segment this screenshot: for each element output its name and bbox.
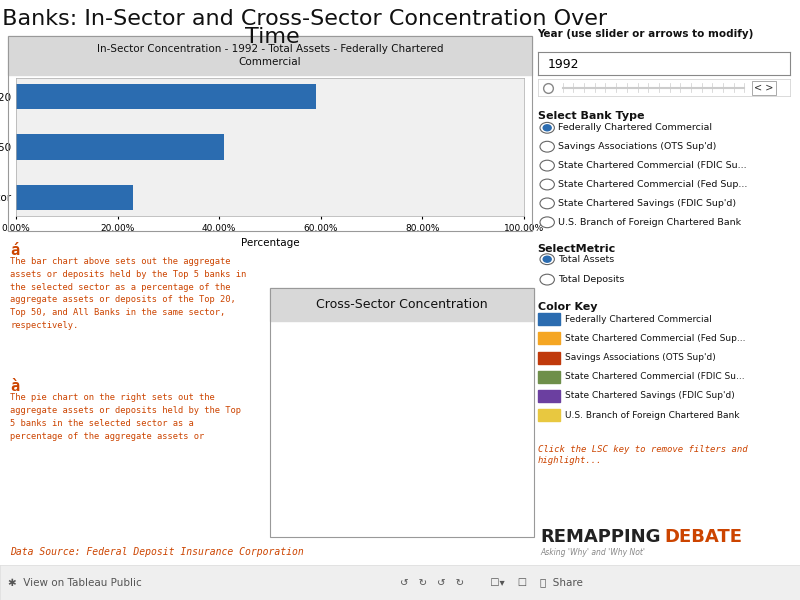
Text: Top 5 Banks: In-Sector and Cross-Sector Concentration Over: Top 5 Banks: In-Sector and Cross-Sector … bbox=[0, 9, 607, 29]
Text: REMAPPING: REMAPPING bbox=[540, 528, 661, 546]
Text: à: à bbox=[10, 379, 19, 394]
Text: SelectMetric: SelectMetric bbox=[538, 244, 616, 254]
Text: State Chartered Commercial (Fed Sup...: State Chartered Commercial (Fed Sup... bbox=[565, 334, 746, 343]
Text: State Chartered Savings (FDIC Sup'd): State Chartered Savings (FDIC Sup'd) bbox=[565, 391, 734, 401]
Text: State Chartered Commercial (FDIC Su...: State Chartered Commercial (FDIC Su... bbox=[558, 161, 747, 170]
Text: The bar chart above sets out the aggregate
assets or deposits held by the Top 5 : The bar chart above sets out the aggrega… bbox=[10, 257, 246, 330]
Text: Time: Time bbox=[245, 27, 299, 47]
Text: ↺   ↻   ↺   ↻        ☐▾    ☐    ⎙  Share: ↺ ↻ ↺ ↻ ☐▾ ☐ ⎙ Share bbox=[400, 578, 583, 587]
Bar bbox=[16, 84, 316, 109]
Text: Total Assets: Total Assets bbox=[558, 254, 614, 264]
Wedge shape bbox=[318, 415, 402, 510]
Wedge shape bbox=[396, 342, 402, 426]
Text: Year (use slider or arrows to modify): Year (use slider or arrows to modify) bbox=[538, 29, 754, 39]
Text: The pie chart on the right sets out the
aggregate assets or deposits held by the: The pie chart on the right sets out the … bbox=[10, 393, 242, 440]
Text: DEBATE: DEBATE bbox=[664, 528, 742, 546]
Wedge shape bbox=[318, 358, 402, 426]
Text: Select Bank Type: Select Bank Type bbox=[538, 111, 644, 121]
Bar bbox=[16, 134, 224, 160]
Text: Asking 'Why' and 'Why Not': Asking 'Why' and 'Why Not' bbox=[540, 548, 645, 557]
Text: á: á bbox=[10, 243, 19, 258]
Text: ✱  View on Tableau Public: ✱ View on Tableau Public bbox=[8, 578, 142, 587]
Wedge shape bbox=[381, 342, 402, 426]
X-axis label: Percentage: Percentage bbox=[241, 238, 299, 248]
Text: State Chartered Commercial (Fed Sup...: State Chartered Commercial (Fed Sup... bbox=[558, 180, 748, 189]
Text: U.S. Branch of Foreign Chartered Bank: U.S. Branch of Foreign Chartered Bank bbox=[558, 218, 742, 227]
Wedge shape bbox=[402, 342, 486, 510]
Text: Click the LSC key to remove filters and
highlight...: Click the LSC key to remove filters and … bbox=[538, 445, 747, 464]
Text: Savings Associations (OTS Sup'd): Savings Associations (OTS Sup'd) bbox=[565, 353, 715, 362]
Text: U.S. Branch of Foreign Chartered Bank: U.S. Branch of Foreign Chartered Bank bbox=[565, 410, 739, 419]
Text: Data Source: Federal Deposit Insurance Corporation: Data Source: Federal Deposit Insurance C… bbox=[10, 547, 304, 557]
Text: Savings Associations (OTS Sup'd): Savings Associations (OTS Sup'd) bbox=[558, 142, 717, 151]
Text: Color Key: Color Key bbox=[538, 302, 597, 312]
Text: 1992: 1992 bbox=[548, 58, 579, 71]
Wedge shape bbox=[352, 344, 402, 426]
Text: Federally Chartered Commercial: Federally Chartered Commercial bbox=[558, 123, 713, 132]
Text: State Chartered Savings (FDIC Sup'd): State Chartered Savings (FDIC Sup'd) bbox=[558, 199, 737, 208]
Text: Cross-Sector Concentration: Cross-Sector Concentration bbox=[316, 298, 487, 311]
Bar bbox=[16, 185, 133, 210]
Text: State Chartered Commercial (FDIC Su...: State Chartered Commercial (FDIC Su... bbox=[565, 372, 745, 382]
Text: In-Sector Concentration - 1992 - Total Assets - Federally Chartered
Commercial: In-Sector Concentration - 1992 - Total A… bbox=[97, 44, 443, 67]
Text: Total Deposits: Total Deposits bbox=[558, 275, 625, 284]
Text: Federally Chartered Commercial: Federally Chartered Commercial bbox=[565, 314, 711, 323]
Text: < >: < > bbox=[754, 83, 774, 92]
